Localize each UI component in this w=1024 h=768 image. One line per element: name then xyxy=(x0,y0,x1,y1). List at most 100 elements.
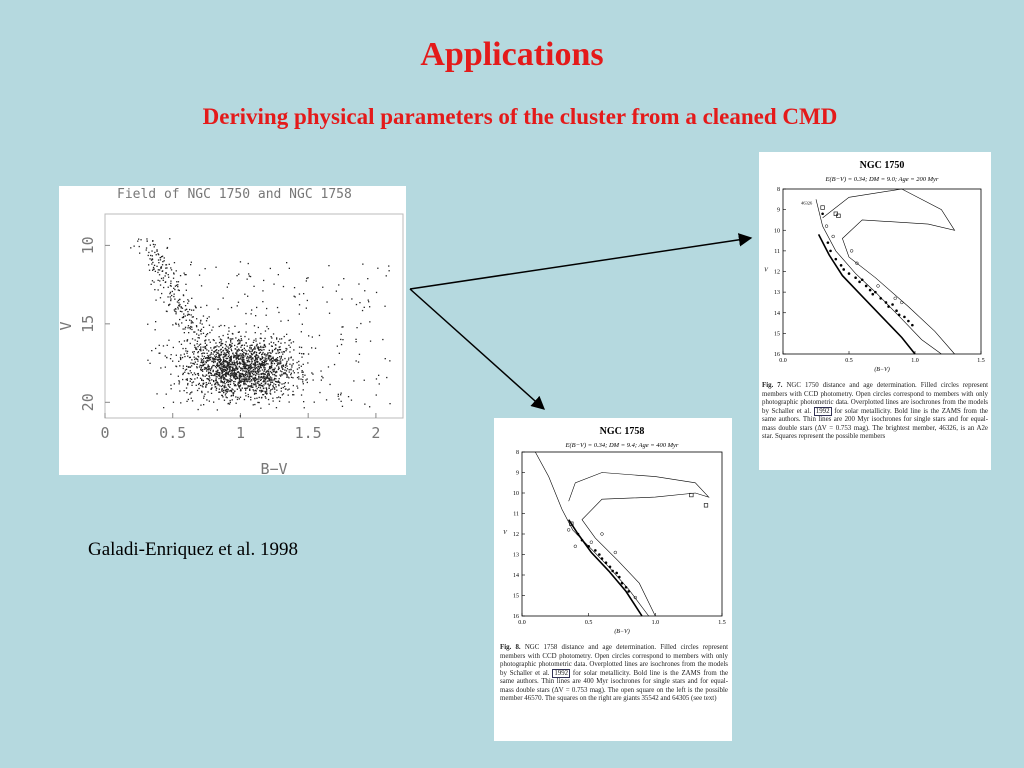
x-tick-label: 0.5 xyxy=(585,620,593,626)
star xyxy=(279,397,281,399)
star xyxy=(191,382,193,384)
star xyxy=(252,370,254,372)
star xyxy=(375,394,377,396)
star xyxy=(253,325,256,327)
star xyxy=(217,352,219,354)
star xyxy=(219,349,222,351)
star xyxy=(232,373,234,375)
star xyxy=(264,337,266,340)
star xyxy=(238,398,240,400)
y-tick-label: 14 xyxy=(774,311,780,317)
ngc1750-figure: NGC 1750 E(B−V) = 0.34; DM = 9.0; Age = 2… xyxy=(759,152,991,470)
star xyxy=(279,370,282,372)
star xyxy=(149,258,151,260)
star xyxy=(230,341,232,343)
star xyxy=(245,378,247,380)
star xyxy=(217,359,219,361)
star xyxy=(187,313,189,315)
star xyxy=(164,355,166,357)
star xyxy=(223,363,225,365)
star xyxy=(225,366,227,368)
star xyxy=(260,389,263,392)
star xyxy=(278,348,281,351)
star xyxy=(195,347,197,349)
star xyxy=(284,388,287,390)
star xyxy=(178,383,180,385)
star xyxy=(291,364,293,366)
star xyxy=(138,238,140,240)
star xyxy=(288,369,290,371)
star xyxy=(250,347,252,349)
star xyxy=(228,344,231,346)
member-filled xyxy=(891,303,894,306)
star xyxy=(225,358,228,360)
star xyxy=(284,372,287,374)
star xyxy=(277,349,279,351)
star xyxy=(182,347,184,350)
star xyxy=(230,306,233,309)
star xyxy=(211,367,213,369)
star xyxy=(205,367,207,369)
member-filled xyxy=(580,538,584,542)
star xyxy=(221,388,224,390)
caption-year[interactable]: 1992 xyxy=(552,668,571,678)
star xyxy=(382,338,384,341)
star xyxy=(200,367,202,369)
star xyxy=(187,384,189,386)
star xyxy=(278,384,280,387)
star xyxy=(254,389,257,391)
star xyxy=(385,275,387,277)
star xyxy=(215,381,217,383)
star xyxy=(388,265,390,267)
member-open xyxy=(824,224,829,228)
star xyxy=(238,342,240,344)
star xyxy=(222,371,224,373)
star xyxy=(199,322,201,324)
star xyxy=(240,349,243,351)
star xyxy=(241,357,244,359)
star xyxy=(207,391,209,393)
star xyxy=(290,342,292,344)
caption-year[interactable]: 1992 xyxy=(813,406,832,416)
star xyxy=(242,362,244,364)
x-tick-label: 0.5 xyxy=(845,358,853,364)
member-filled xyxy=(897,313,901,317)
star xyxy=(166,357,168,359)
star xyxy=(298,346,301,348)
star xyxy=(217,382,219,384)
star xyxy=(341,405,344,407)
star xyxy=(364,403,366,405)
member-filled xyxy=(618,575,621,579)
star xyxy=(190,320,192,322)
star xyxy=(274,380,277,383)
star xyxy=(233,369,236,371)
star xyxy=(253,339,255,341)
star xyxy=(230,355,233,357)
star xyxy=(210,356,212,358)
star xyxy=(234,373,236,375)
star xyxy=(231,399,233,401)
member-filled xyxy=(842,268,846,271)
star xyxy=(191,384,193,386)
star xyxy=(250,386,252,388)
member-filled xyxy=(834,257,838,261)
star xyxy=(195,348,198,351)
star xyxy=(253,360,256,362)
star xyxy=(253,352,255,354)
star xyxy=(220,379,222,382)
star xyxy=(284,369,286,371)
star xyxy=(279,338,281,340)
member-filled xyxy=(594,549,597,552)
member-filled xyxy=(839,264,843,267)
star xyxy=(358,283,360,285)
star xyxy=(163,260,165,262)
star xyxy=(182,315,185,318)
star xyxy=(239,342,241,345)
star xyxy=(265,377,267,379)
star xyxy=(305,280,307,282)
star xyxy=(247,396,250,398)
star xyxy=(146,238,148,240)
star xyxy=(163,257,165,259)
star xyxy=(228,283,230,285)
